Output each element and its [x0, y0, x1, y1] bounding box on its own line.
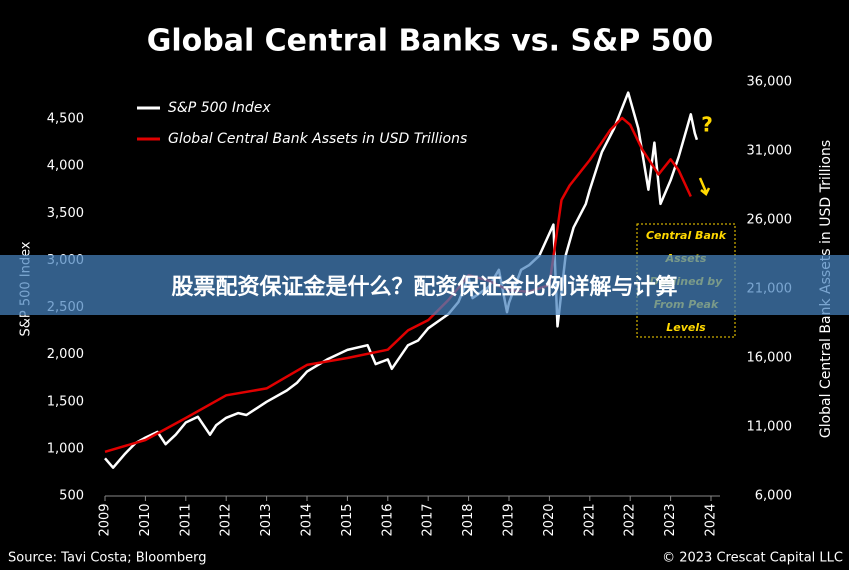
y2-tick-label: 16,000 — [747, 351, 793, 366]
x-tick-label: 2016 — [380, 503, 395, 536]
x-tick-label: 2013 — [259, 503, 274, 536]
source: Source: Tavi Costa; Bloomberg — [8, 551, 206, 566]
y2-tick-label: 6,000 — [755, 489, 792, 504]
annotation-text: Levels — [666, 321, 706, 334]
x-tick-label: 2015 — [340, 503, 355, 536]
banner: 股票配资保证金是什么？配资保证金比例详解与计算 — [0, 255, 849, 315]
y-tick-label: 500 — [59, 489, 84, 504]
chart-title: Global Central Banks vs. S&P 500 — [147, 24, 714, 59]
x-tick-label: 2021 — [582, 503, 597, 536]
x-tick-label: 2009 — [98, 503, 113, 536]
x-tick-label: 2017 — [421, 503, 436, 536]
x-tick-label: 2018 — [461, 503, 476, 536]
x-tick-label: 2010 — [138, 503, 153, 536]
legend-label: S&P 500 Index — [168, 100, 271, 116]
y2-tick-label: 36,000 — [747, 75, 793, 90]
annotation-question: ? — [701, 113, 713, 137]
y-tick-label: 3,500 — [47, 206, 84, 221]
x-tick-label: 2023 — [663, 503, 678, 536]
x-tick-label: 2022 — [623, 503, 638, 536]
x-tick-label: 2014 — [300, 503, 315, 536]
series-line — [104, 91, 699, 469]
y2-tick-label: 11,000 — [747, 420, 793, 435]
x-tick-label: 2020 — [542, 503, 557, 536]
y2-tick-label: 31,000 — [747, 144, 793, 159]
annotation-arrow — [698, 177, 711, 196]
x-tick-label: 2011 — [178, 503, 193, 536]
y-tick-label: 4,000 — [47, 159, 84, 174]
credit: © 2023 Crescat Capital LLC — [662, 551, 843, 566]
x-tick-label: 2019 — [502, 503, 517, 536]
y-tick-label: 1,000 — [47, 441, 84, 456]
y-tick-label: 1,500 — [47, 394, 84, 409]
x-tick-label: 2024 — [704, 503, 719, 536]
y-tick-label: 2,000 — [47, 347, 84, 362]
y2-tick-label: 26,000 — [747, 213, 793, 228]
annotation-text: Central Bank — [646, 229, 727, 242]
y-tick-label: 4,500 — [47, 112, 84, 127]
legend-label: Global Central Bank Assets in USD Trilli… — [168, 131, 467, 147]
x-tick-label: 2012 — [219, 503, 234, 536]
